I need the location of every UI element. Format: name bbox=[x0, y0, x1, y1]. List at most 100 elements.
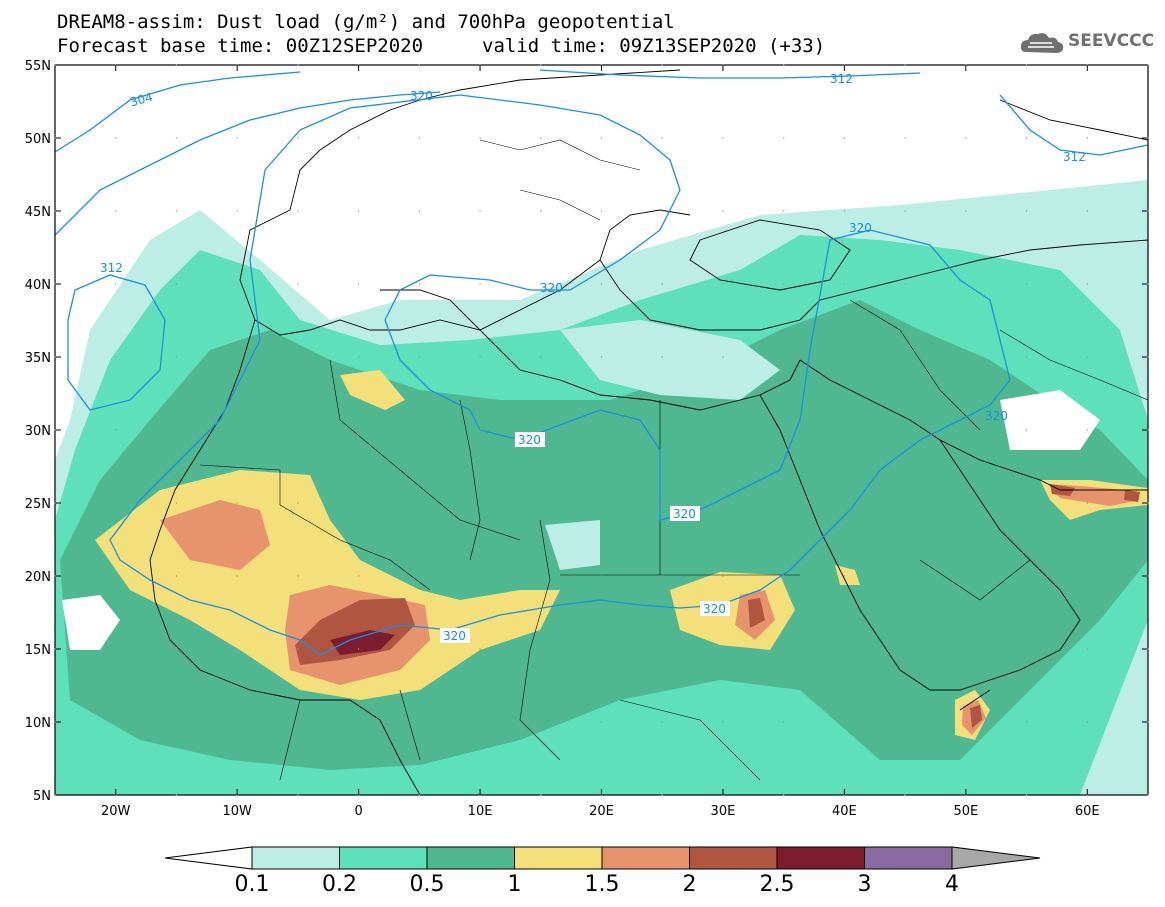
grid-dot bbox=[904, 429, 906, 431]
cloud-logo-icon bbox=[1020, 33, 1064, 53]
grid-dot bbox=[418, 429, 421, 431]
colorbar-segment bbox=[689, 846, 778, 870]
grid-dot bbox=[722, 575, 724, 577]
grid-dot bbox=[357, 210, 360, 212]
grid-dot bbox=[357, 137, 360, 139]
grid-dot bbox=[1086, 210, 1088, 212]
contour-label-320-north: 320 bbox=[410, 89, 433, 103]
grid-dot bbox=[540, 794, 542, 796]
colorbar-label: 1 bbox=[507, 872, 522, 897]
grid-dot bbox=[1147, 64, 1149, 66]
grid-dot bbox=[904, 283, 906, 285]
grid-dot bbox=[722, 502, 724, 504]
grid-dot bbox=[357, 721, 360, 723]
forecast-base-time: Forecast base time: 00Z12SEP2020 bbox=[57, 35, 424, 57]
grid-dot bbox=[115, 137, 117, 139]
colorbar-segment bbox=[339, 846, 428, 870]
grid-dot bbox=[1025, 794, 1028, 796]
lon-tick-label: 60E bbox=[1075, 804, 1100, 819]
grid-dot bbox=[236, 356, 238, 358]
grid-dot bbox=[1147, 794, 1149, 796]
grid-dot bbox=[782, 283, 785, 285]
grid-dot bbox=[175, 648, 178, 650]
grid-dot bbox=[1025, 137, 1028, 139]
grid-dot bbox=[904, 648, 906, 650]
grid-dot bbox=[115, 429, 117, 431]
grid-dot bbox=[236, 283, 238, 285]
grid-dot bbox=[297, 575, 299, 577]
contour-label-320-egypt: 320 bbox=[673, 507, 696, 521]
grid-dot bbox=[540, 648, 542, 650]
grid-dot bbox=[843, 575, 846, 577]
grid-dot bbox=[965, 648, 967, 650]
grid-dot bbox=[661, 210, 663, 212]
contour-label-320-gulf: 320 bbox=[985, 409, 1008, 423]
grid-dot bbox=[1086, 137, 1088, 139]
grid-dot bbox=[357, 575, 360, 577]
grid-dot bbox=[965, 283, 967, 285]
grid-dot bbox=[540, 502, 542, 504]
grid-dot bbox=[661, 429, 663, 431]
grid-dot bbox=[661, 64, 663, 66]
colorbar bbox=[164, 846, 1041, 870]
grid-dot bbox=[418, 64, 421, 66]
grid-dot bbox=[236, 575, 238, 577]
colorbar-segment bbox=[426, 846, 515, 870]
grid-dot bbox=[297, 210, 299, 212]
grid-dot bbox=[479, 283, 481, 285]
grid-dot bbox=[479, 210, 481, 212]
grid-dot bbox=[1086, 356, 1088, 358]
grid-dot bbox=[782, 356, 785, 358]
grid-dot bbox=[175, 794, 178, 796]
grid-dot bbox=[418, 721, 421, 723]
grid-dot bbox=[904, 502, 906, 504]
grid-dot bbox=[1025, 721, 1028, 723]
grid-dot bbox=[843, 502, 846, 504]
grid-dot bbox=[54, 210, 56, 212]
contour-label-320-turkey: 320 bbox=[849, 221, 872, 235]
grid-dot bbox=[54, 429, 56, 431]
grid-dot bbox=[965, 502, 967, 504]
grid-dot bbox=[1147, 210, 1149, 212]
grid-dot bbox=[600, 210, 603, 212]
contour-label-312-top: 312 bbox=[830, 72, 853, 86]
grid-dot bbox=[600, 137, 603, 139]
grid-dot bbox=[782, 575, 785, 577]
grid-dot bbox=[236, 502, 238, 504]
grid-dot bbox=[297, 429, 299, 431]
grid-dot bbox=[54, 502, 56, 504]
valid-time: valid time: 09Z13SEP2020 (+33) bbox=[482, 35, 826, 57]
grid-dot bbox=[1147, 721, 1149, 723]
grid-dot bbox=[661, 283, 663, 285]
lat-tick-label: 55N bbox=[25, 59, 51, 74]
grid-dot bbox=[479, 721, 481, 723]
grid-dot bbox=[1025, 648, 1028, 650]
grid-dot bbox=[297, 502, 299, 504]
grid-dot bbox=[479, 137, 481, 139]
grid-dot bbox=[175, 283, 178, 285]
grid-dot bbox=[904, 575, 906, 577]
grid-dot bbox=[54, 356, 56, 358]
grid-dot bbox=[297, 283, 299, 285]
colorbar-segment bbox=[514, 846, 603, 870]
lat-tick-label: 50N bbox=[25, 132, 51, 147]
grid-dot bbox=[722, 721, 724, 723]
lat-tick-label: 10N bbox=[25, 716, 51, 731]
coastlines bbox=[149, 69, 1148, 795]
grid-dot bbox=[540, 575, 542, 577]
grid-dot bbox=[782, 210, 785, 212]
grid-dot bbox=[782, 794, 785, 796]
colorbar-label: 2.5 bbox=[759, 872, 795, 897]
contour-labels: 304 312 312 312 320 320 320 320 320 320 … bbox=[100, 72, 1086, 643]
grid-dot bbox=[540, 721, 542, 723]
map-title: DREAM8-assim: Dust load (g/m²) and 700hP… bbox=[57, 11, 675, 33]
grid-dot bbox=[540, 137, 542, 139]
grid-dot bbox=[1025, 429, 1028, 431]
grid-dot bbox=[722, 283, 724, 285]
grid-dot bbox=[175, 721, 178, 723]
grid-dot bbox=[175, 575, 178, 577]
lon-tick-label: 30E bbox=[711, 804, 736, 819]
grid-dot bbox=[418, 283, 421, 285]
grid-dot bbox=[236, 137, 238, 139]
